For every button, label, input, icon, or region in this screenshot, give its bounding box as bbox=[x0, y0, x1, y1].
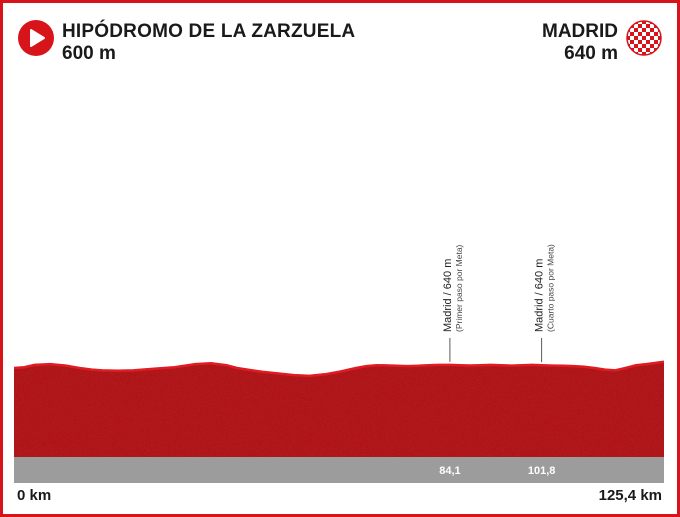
pass-marker-sublabel: (Primer paso por Meta) bbox=[454, 244, 464, 332]
distance-strip bbox=[14, 457, 664, 483]
end-km-label: 125,4 km bbox=[599, 487, 662, 504]
finish-block: MADRID 640 m bbox=[362, 20, 662, 70]
pass-marker-sublabel: (Cuarto paso por Meta) bbox=[546, 244, 556, 332]
pass-marker-label: Madrid / 640 m bbox=[534, 259, 546, 332]
pass-marker-km: 84,1 bbox=[439, 465, 460, 477]
pass-marker-km: 101,8 bbox=[528, 465, 556, 477]
elevation-line bbox=[13, 360, 665, 378]
play-icon bbox=[18, 20, 54, 56]
checkered-flag-icon bbox=[626, 20, 662, 56]
pass-marker-1: Madrid / 640 m (Primer paso por Meta) 84,1 bbox=[439, 244, 464, 477]
start-km-label: 0 km bbox=[17, 487, 51, 504]
finish-location-name: MADRID bbox=[542, 21, 618, 42]
pass-marker-label: Madrid / 640 m bbox=[442, 259, 454, 332]
finish-altitude: 640 m bbox=[564, 43, 618, 64]
start-altitude: 600 m bbox=[62, 43, 116, 64]
start-location-name: HIPÓDROMO DE LA ZARZUELA bbox=[62, 21, 356, 42]
pass-marker-2: Madrid / 640 m (Cuarto paso por Meta) 101,… bbox=[528, 244, 556, 477]
elevation-area bbox=[14, 361, 664, 457]
